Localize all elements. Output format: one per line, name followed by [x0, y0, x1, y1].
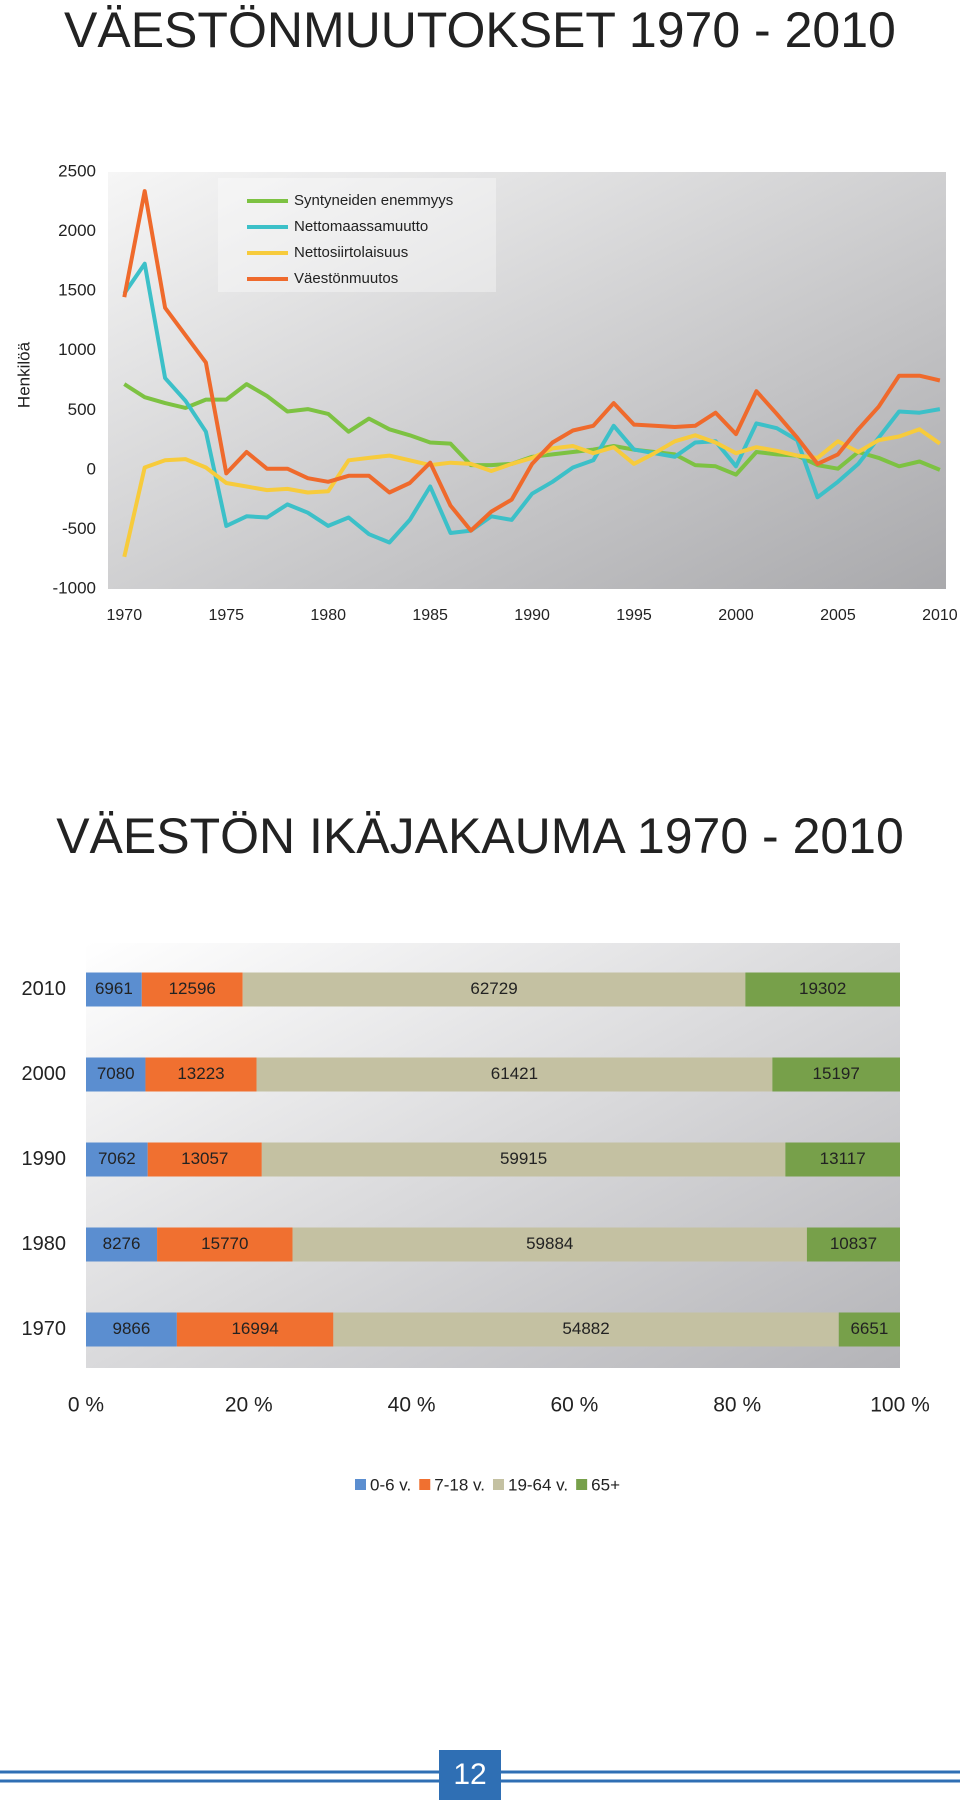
- legend-label: Nettomaassamuutto: [294, 218, 428, 235]
- y-tick-label: -1000: [53, 578, 96, 597]
- legend-swatch: [576, 1479, 588, 1490]
- x-tick-label: 1970: [107, 607, 143, 624]
- x-tick-label: 1980: [310, 607, 346, 624]
- y-tick-label: 1990: [22, 1148, 67, 1170]
- x-tick-label: 1985: [412, 607, 448, 624]
- data-label: 8276: [103, 1234, 141, 1253]
- legend-label: Väestönmuutos: [294, 270, 398, 287]
- y-tick-label: 1000: [58, 340, 96, 359]
- data-label: 15197: [813, 1064, 860, 1083]
- bar-segment: [745, 972, 900, 1007]
- bar-segment: [292, 1227, 807, 1262]
- y-tick-label: 2000: [22, 1063, 67, 1085]
- bar-segment: [86, 1312, 177, 1347]
- bar-segment: [838, 1312, 900, 1347]
- bar-segment: [157, 1227, 293, 1262]
- chart-title: VÄESTÖNMUUTOKSET 1970 - 2010: [64, 2, 896, 58]
- y-tick-label: 1500: [58, 281, 96, 300]
- legend-label: 65+: [591, 1475, 620, 1494]
- data-label: 13057: [181, 1149, 228, 1168]
- bar-segment: [86, 1057, 146, 1092]
- data-label: 61421: [491, 1064, 538, 1083]
- x-tick-label: 1975: [208, 607, 244, 624]
- x-tick-label: 80 %: [713, 1394, 761, 1417]
- x-tick-label: 2000: [718, 607, 754, 624]
- y-axis-label: Henkilöä: [14, 341, 33, 408]
- y-tick-label: 1970: [22, 1318, 67, 1340]
- legend-box: [218, 178, 496, 292]
- bar-segment: [86, 1142, 148, 1177]
- data-label: 7062: [98, 1149, 136, 1168]
- legend-label: 0-6 v.: [370, 1475, 411, 1494]
- bar-segment: [772, 1057, 900, 1092]
- legend-swatch: [419, 1479, 431, 1490]
- chart-title: VÄESTÖN IKÄJAKAUMA 1970 - 2010: [56, 808, 904, 864]
- x-tick-label: 20 %: [225, 1394, 273, 1417]
- y-tick-label: 2000: [58, 221, 96, 240]
- x-tick-label: 1995: [616, 607, 652, 624]
- bar-segment: [785, 1142, 900, 1177]
- data-line: [122, 189, 941, 533]
- data-label: 54882: [562, 1319, 609, 1338]
- legend-swatch: [492, 1479, 504, 1490]
- data-label: 13223: [177, 1064, 224, 1083]
- data-line: [122, 427, 942, 558]
- bar-segment: [333, 1312, 839, 1347]
- data-label: 19302: [799, 979, 846, 998]
- data-label: 12596: [169, 979, 216, 998]
- plot-area: [108, 172, 946, 589]
- data-label: 59915: [500, 1149, 547, 1168]
- page-number: 12: [453, 1758, 486, 1791]
- y-tick-label: -500: [62, 519, 96, 538]
- bar-segment: [86, 972, 142, 1007]
- data-label: 15770: [201, 1234, 248, 1253]
- y-tick-label: 2500: [58, 161, 96, 180]
- legend-label: Nettosiirtolaisuus: [294, 244, 408, 261]
- page-number-box: [439, 1750, 501, 1800]
- data-label: 16994: [231, 1319, 278, 1338]
- bar-segment: [176, 1312, 334, 1347]
- y-tick-label: 1980: [22, 1233, 67, 1255]
- data-label: 9866: [113, 1319, 151, 1338]
- data-label: 13117: [820, 1149, 866, 1168]
- legend-label: 19-64 v.: [508, 1475, 568, 1494]
- data-label: 59884: [526, 1234, 573, 1253]
- data-label: 7080: [97, 1064, 135, 1083]
- data-label: 6961: [95, 979, 133, 998]
- y-tick-label: 2010: [22, 978, 67, 1000]
- bar-segment: [147, 1142, 262, 1177]
- bar-segment: [261, 1142, 786, 1177]
- data-label: 62729: [470, 979, 517, 998]
- y-tick-label: 500: [68, 400, 96, 419]
- bar-segment: [806, 1227, 900, 1262]
- x-tick-label: 0 %: [68, 1394, 104, 1417]
- bar-segment: [145, 1057, 257, 1092]
- legend-label: 7-18 v.: [434, 1475, 485, 1494]
- x-tick-label: 60 %: [550, 1394, 598, 1417]
- bar-segment: [256, 1057, 773, 1092]
- x-tick-label: 1990: [514, 607, 550, 624]
- bar-segment: [86, 1227, 158, 1262]
- x-tick-label: 2005: [820, 607, 856, 624]
- bar-segment: [141, 972, 243, 1007]
- data-line: [122, 261, 941, 545]
- x-tick-label: 40 %: [388, 1394, 436, 1417]
- x-tick-label: 100 %: [870, 1394, 930, 1417]
- data-label: 6651: [850, 1319, 888, 1338]
- data-label: 10837: [830, 1234, 877, 1253]
- legend-label: Syntyneiden enemmyys: [294, 192, 453, 209]
- legend-swatch: [355, 1479, 366, 1490]
- y-tick-label: 0: [87, 459, 96, 478]
- x-tick-label: 2010: [922, 607, 958, 624]
- bar-segment: [242, 972, 746, 1007]
